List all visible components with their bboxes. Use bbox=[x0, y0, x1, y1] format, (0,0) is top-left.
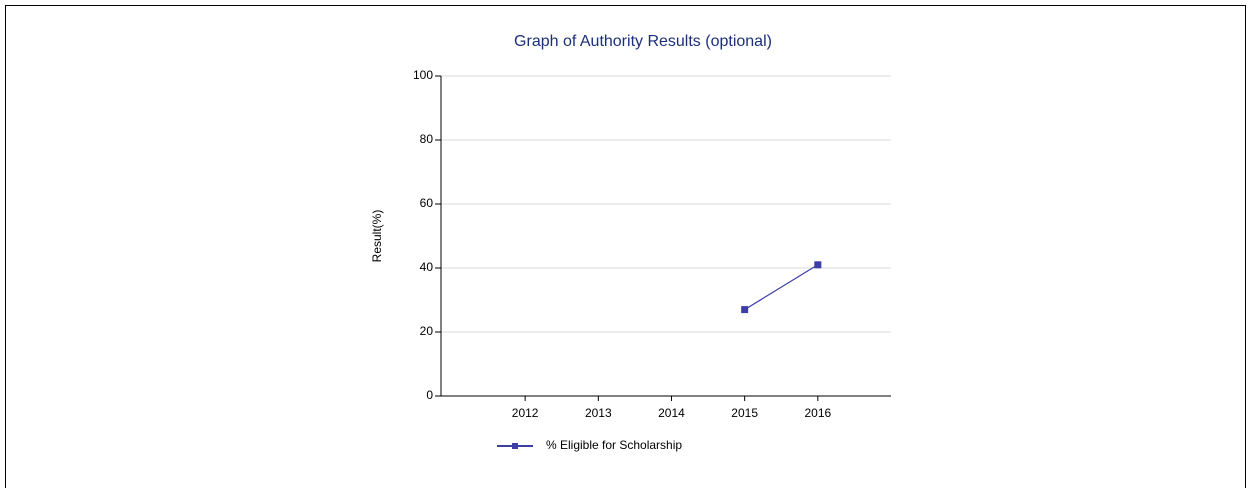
chart-frame bbox=[5, 5, 1246, 488]
y-tick-label: 0 bbox=[426, 388, 433, 402]
y-axis-label: Result(%) bbox=[370, 210, 384, 263]
legend-label: % Eligible for Scholarship bbox=[546, 438, 682, 452]
x-tick-label: 2012 bbox=[512, 406, 539, 420]
y-tick-label: 60 bbox=[420, 196, 434, 210]
x-tick-label: 2016 bbox=[804, 406, 831, 420]
data-point bbox=[814, 261, 822, 269]
y-tick-label: 20 bbox=[420, 324, 434, 338]
y-tick-label: 100 bbox=[413, 68, 433, 82]
legend-marker bbox=[512, 443, 518, 449]
x-tick-label: 2014 bbox=[658, 406, 685, 420]
y-tick-label: 40 bbox=[420, 260, 434, 274]
data-point bbox=[741, 306, 749, 314]
chart-title: Graph of Authority Results (optional) bbox=[514, 33, 772, 50]
data-line bbox=[744, 264, 819, 311]
x-tick-label: 2013 bbox=[585, 406, 612, 420]
y-tick-label: 80 bbox=[420, 132, 434, 146]
x-tick-label: 2015 bbox=[731, 406, 758, 420]
